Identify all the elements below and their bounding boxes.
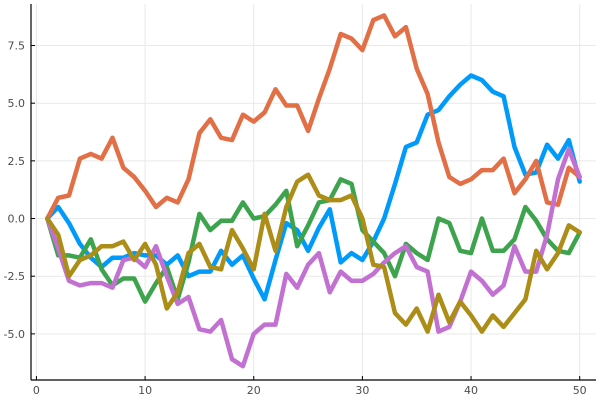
x-tick-label: 10 xyxy=(138,384,152,397)
series-line-5 xyxy=(45,172,582,334)
x-tick-label: 30 xyxy=(355,384,369,397)
series-group xyxy=(45,13,582,369)
y-tick-label: 0.0 xyxy=(8,213,26,226)
x-tick-label: 20 xyxy=(247,384,261,397)
y-tick-label: 2.5 xyxy=(8,155,26,168)
x-tick-label: 50 xyxy=(573,384,587,397)
grid xyxy=(31,4,596,380)
axes xyxy=(30,4,596,381)
y-tick-label: 5.0 xyxy=(8,97,26,110)
series-line-2 xyxy=(45,13,582,221)
x-tick-label: 0 xyxy=(33,384,40,397)
x-tick-label: 40 xyxy=(464,384,478,397)
y-tick-label: -5.0 xyxy=(4,328,25,341)
series-line-3 xyxy=(45,177,582,304)
y-tick-label: -2.5 xyxy=(4,270,25,283)
ticks: 0 10 20 30 40 50 -5.0 -2.5 0.0 2.5 5.0 7.5 xyxy=(4,40,587,397)
y-tick-label: 7.5 xyxy=(8,40,26,53)
